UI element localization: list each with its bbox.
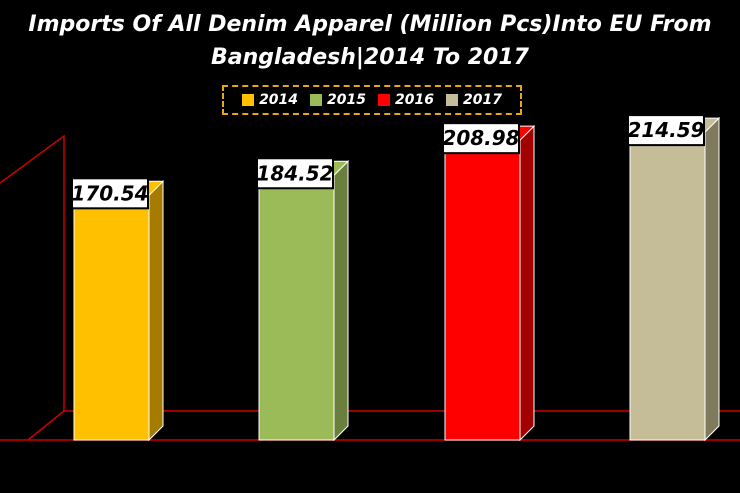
legend-item-2015: 2015: [310, 92, 366, 108]
legend-item-2016: 2016: [378, 92, 434, 108]
data-label-box-2014: [71, 177, 149, 210]
data-label-box-2015: [256, 157, 334, 190]
back-wall-line: [0, 134, 65, 411]
legend-swatch-2014: [242, 94, 255, 106]
data-label-2017: 214.59: [627, 118, 704, 142]
chart-legend: 2014 2015 2016 2017: [222, 85, 522, 115]
bar-side-2015: [333, 160, 349, 442]
floor-side-line: [27, 410, 65, 441]
legend-item-2017: 2017: [445, 92, 502, 108]
bar-side-2014: [148, 180, 164, 442]
data-label-2015: 184.52: [256, 161, 333, 185]
data-label-box-2017: [627, 114, 705, 147]
legend-swatch-2016: [378, 94, 390, 106]
bar-2016: [444, 139, 521, 441]
legend-label-2016: 2016: [395, 92, 434, 108]
data-label-box-2016: [442, 122, 520, 155]
legend-label-2015: 2015: [327, 92, 366, 108]
bar-2014: [73, 194, 150, 441]
legend-label-2017: 2017: [462, 92, 502, 108]
bar-2015: [258, 174, 335, 441]
bar-side-2016: [519, 124, 535, 442]
chart-title: Imports Of All Denim Apparel (Million Pc…: [28, 12, 712, 70]
data-label-2016: 208.98: [442, 126, 519, 150]
legend-swatch-2017: [445, 94, 458, 106]
legend-swatch-2015: [310, 94, 323, 106]
bar-side-2017: [704, 116, 720, 442]
data-label-2014: 170.54: [71, 181, 148, 205]
bar-2017: [629, 131, 706, 441]
legend-label-2014: 2014: [259, 92, 299, 108]
legend-item-2014: 2014: [242, 92, 298, 108]
